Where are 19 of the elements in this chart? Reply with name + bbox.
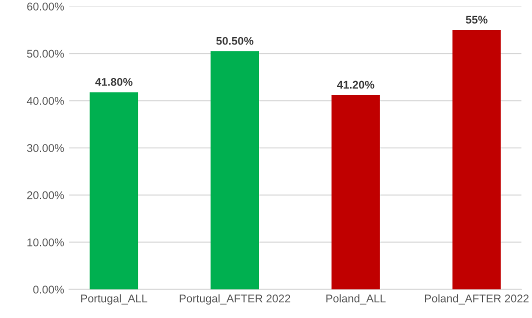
x-tick-label: Poland_AFTER 2022: [425, 294, 529, 304]
data-label: 50.50%: [216, 36, 254, 45]
y-tick-label: 0.00%: [33, 286, 64, 294]
y-tick-label: 20.00%: [27, 191, 64, 200]
y-tick-label: 10.00%: [27, 238, 64, 246]
x-tick-label: Portugal_ALL: [81, 294, 148, 305]
bar: [210, 51, 259, 290]
x-tick-label: Poland_ALL: [326, 294, 386, 304]
bar: [452, 30, 501, 290]
x-tick-label: Portugal_AFTER 2022: [180, 294, 290, 305]
y-tick-label: 30.00%: [27, 144, 64, 152]
data-label: 41.80%: [95, 78, 132, 86]
data-label: 41.20%: [337, 80, 374, 89]
y-tick-label: 60.00%: [27, 2, 64, 10]
y-tick-label: 50.00%: [27, 50, 64, 58]
bar: [332, 95, 380, 290]
data-label: 55%: [466, 16, 488, 24]
y-tick-label: 40.00%: [26, 96, 64, 105]
bar: [90, 92, 138, 290]
